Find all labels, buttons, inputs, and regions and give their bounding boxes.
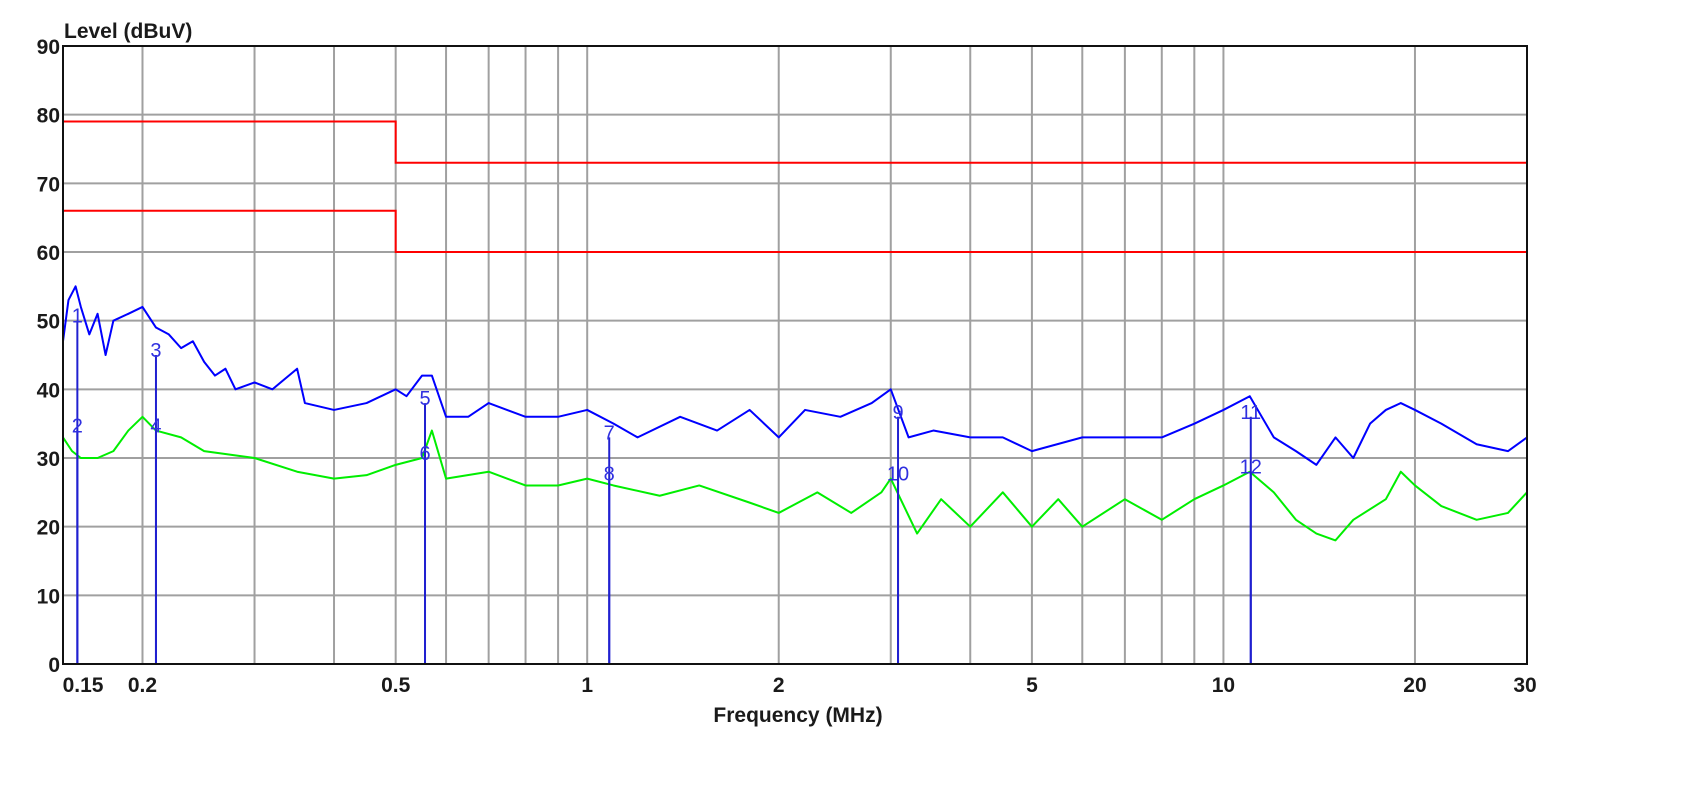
trace-line — [62, 285, 1528, 466]
x-axis-label: Frequency (MHz) — [713, 704, 882, 727]
plot-frame — [62, 45, 1528, 665]
x-tick-label: 1 — [581, 674, 593, 697]
x-tick-label: 2 — [773, 674, 785, 697]
y-tick-label: 10 — [37, 585, 60, 608]
y-tick-label: 70 — [37, 173, 60, 196]
y-tick-label: 50 — [37, 311, 60, 334]
marker-label: 11 — [1240, 402, 1261, 424]
x-tick-label: 0.2 — [128, 674, 157, 697]
marker-label: 12 — [1240, 457, 1262, 479]
y-axis-label: Level (dBuV) — [64, 20, 192, 43]
limit-lines — [63, 120, 1527, 253]
y-tick-label: 40 — [37, 379, 60, 402]
x-tick-label: 30 — [1513, 674, 1536, 697]
marker-label: 8 — [604, 464, 615, 486]
marker-label: 2 — [72, 416, 83, 438]
x-tick-label: 10 — [1212, 674, 1235, 697]
y-tick-label: 80 — [37, 105, 60, 128]
marker-label: 9 — [892, 402, 903, 424]
marker-label: 1 — [72, 306, 83, 328]
y-tick-label: 90 — [37, 36, 60, 59]
y-tick-label: 0 — [48, 654, 60, 677]
y-tick-label: 60 — [37, 242, 60, 265]
marker-label: 7 — [604, 422, 615, 444]
trace-line — [62, 415, 1528, 542]
x-tick-label: 20 — [1403, 674, 1426, 697]
limit-line — [63, 120, 1527, 164]
limit-line — [63, 209, 1527, 253]
y-tick-label: 30 — [37, 448, 60, 471]
x-tick-label: 5 — [1026, 674, 1038, 697]
y-tick-label: 20 — [37, 517, 60, 540]
x-tick-label: 0.5 — [381, 674, 411, 697]
x-tick-label: 0.15 — [63, 674, 104, 697]
traces — [62, 285, 1528, 542]
marker-label: 4 — [150, 416, 161, 438]
marker-label: 3 — [150, 340, 161, 362]
marker-label: 10 — [887, 464, 909, 486]
grid — [63, 45, 1527, 665]
marker-label: 5 — [419, 388, 430, 410]
marker-label: 6 — [419, 443, 430, 465]
